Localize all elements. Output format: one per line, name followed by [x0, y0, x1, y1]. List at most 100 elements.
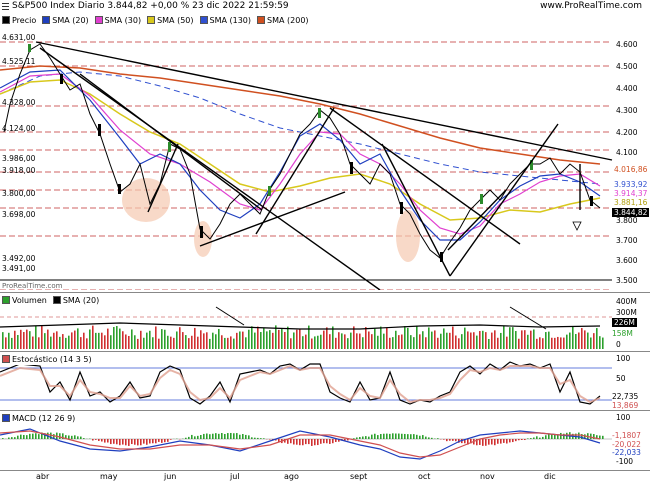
volume-bar [62, 334, 64, 349]
volume-bar [350, 333, 352, 349]
volume-bar [419, 334, 421, 349]
macd-histogram-bar [38, 434, 40, 439]
macd-histogram-bar [410, 434, 412, 439]
volume-bar [488, 339, 490, 349]
volume-bar [98, 333, 100, 349]
macd-histogram-bar [134, 439, 136, 445]
macd-histogram-bar [17, 436, 19, 439]
volume-bar [137, 339, 139, 349]
macd-histogram-bar [398, 434, 400, 439]
volume-bar [56, 331, 58, 349]
legend-item[interactable]: SMA (20) [53, 296, 99, 305]
price-panel[interactable]: ProRealTime.com Precio SMA (20) SMA (30)… [0, 14, 650, 290]
macd-histogram-bar [536, 436, 538, 439]
macd-histogram-bar [548, 434, 550, 439]
price-chart-svg: ProRealTime.com [0, 14, 650, 290]
volume-bar [38, 337, 40, 349]
menu-icon[interactable] [2, 3, 9, 10]
macd-histogram-bar [353, 438, 355, 439]
legend-item[interactable]: Estocástico (14 3 5) [2, 355, 92, 364]
macd-histogram-bar [269, 439, 271, 440]
macd-tag: -1,1807 [612, 431, 641, 440]
macd-histogram-bar [533, 437, 535, 439]
volume-bar [587, 333, 589, 349]
volume-bar [560, 337, 562, 349]
macd-histogram-bar [206, 434, 208, 439]
volume-bar [179, 327, 181, 349]
volume-bar [332, 326, 334, 349]
volume-bar [551, 338, 553, 349]
volume-bar [362, 337, 364, 349]
macd-histogram-bar [20, 435, 22, 439]
volume-bar [422, 331, 424, 349]
legend-item[interactable]: SMA (200) [257, 16, 309, 25]
volume-bar [2, 332, 4, 349]
volume-bar [44, 333, 46, 349]
volume-bar [500, 333, 502, 349]
volume-bar [392, 337, 394, 349]
legend-item[interactable]: SMA (130) [200, 16, 252, 25]
macd-histogram-bar [560, 433, 562, 439]
volume-bar [149, 331, 151, 349]
volume-bar [503, 326, 505, 349]
volume-bar [50, 337, 52, 349]
macd-histogram-bar [23, 435, 25, 439]
volume-panel[interactable]: Volumen SMA (20) 400M 300M 226M 158M 0 [0, 292, 650, 351]
macd-histogram-bar [494, 439, 496, 445]
macd-histogram-bar [506, 439, 508, 444]
macd-histogram-bar [221, 433, 223, 439]
legend-item[interactable]: Volumen [2, 296, 47, 305]
legend-item[interactable]: SMA (50) [147, 16, 193, 25]
volume-bar [338, 332, 340, 349]
macd-histogram-bar [227, 433, 229, 439]
volume-bar [104, 335, 106, 349]
macd-panel[interactable]: MACD (12 26 9) 100 -1,1807 -20,022 -22,0… [0, 410, 650, 467]
left-price-label: 3.800,00 [2, 189, 35, 198]
site-url[interactable]: www.ProRealTime.com [540, 1, 642, 11]
macd-histogram-bar [527, 438, 529, 439]
macd-histogram-bar [428, 437, 430, 439]
macd-histogram-bar [503, 439, 505, 443]
volume-bar [143, 338, 145, 349]
volume-bar [167, 336, 169, 349]
macd-histogram-bar [230, 433, 232, 439]
volume-bar [233, 339, 235, 349]
macd-histogram-bar [515, 439, 517, 441]
macd-histogram-bar [509, 439, 511, 442]
macd-histogram-bar [11, 437, 13, 439]
volume-bar [428, 327, 430, 349]
volume-bar [341, 333, 343, 349]
volume-bar [344, 334, 346, 349]
left-price-label: 3.491,00 [2, 264, 35, 273]
stochastic-panel[interactable]: Estocástico (14 3 5) 100 50 22,735 13,86… [0, 351, 650, 410]
legend-item[interactable]: SMA (30) [95, 16, 141, 25]
month-label: jul [230, 472, 240, 481]
volume-bar [254, 333, 256, 349]
volume-bar [191, 336, 193, 349]
sma30-price-tag: 3.914,37 [612, 189, 649, 198]
macd-histogram-bar [95, 439, 97, 440]
volume-bar [203, 333, 205, 349]
macd-histogram-bar [302, 439, 304, 445]
volume-bar [35, 326, 37, 349]
volume-bar [365, 327, 367, 349]
right-axis-label: 3.700 [616, 236, 637, 245]
volume-bar [437, 338, 439, 349]
volume-bar [197, 337, 199, 349]
legend-item[interactable]: SMA (20) [42, 16, 88, 25]
volume-bar [545, 332, 547, 349]
macd-histogram-bar [98, 439, 100, 441]
macd-histogram-bar [326, 439, 328, 443]
volume-bar [17, 335, 19, 349]
volume-bar [74, 331, 76, 349]
macd-histogram-bar [254, 438, 256, 439]
legend-item[interactable]: MACD (12 26 9) [2, 414, 75, 423]
legend-item[interactable]: Precio [2, 16, 36, 25]
macd-histogram-bar [407, 434, 409, 439]
volume-bar [230, 336, 232, 349]
macd-histogram-bar [359, 437, 361, 439]
volume-bar [65, 338, 67, 349]
legend-label: SMA (20) [52, 16, 88, 25]
volume-bar [173, 338, 175, 349]
volume-bar [491, 333, 493, 349]
